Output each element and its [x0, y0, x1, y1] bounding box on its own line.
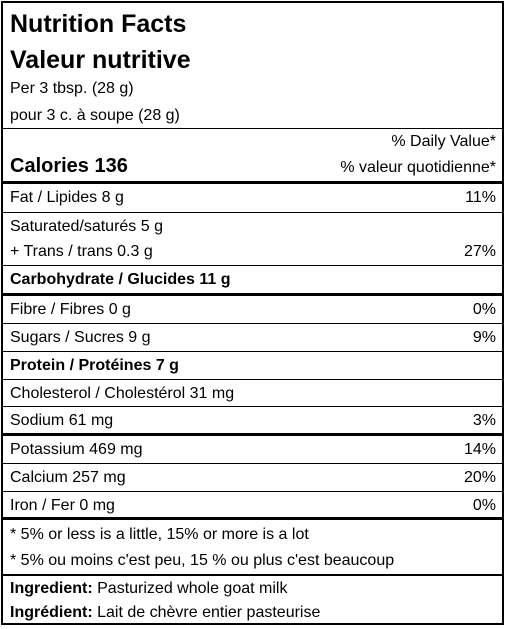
ingredient-fr: Ingrédient: Lait de chèvre entier pasteu…: [10, 603, 320, 623]
nutrient-dv: 9%: [472, 329, 496, 346]
nutrient-row-carbohydrate: Carbohydrate / Glucides 11 g: [3, 266, 502, 294]
nutrient-dv: 0%: [472, 301, 496, 318]
calories: Calories 136: [10, 155, 128, 177]
ingredient-value: Lait de chèvre entier pasteurise: [97, 604, 321, 621]
thick-divider: [3, 433, 502, 436]
divider: [3, 463, 502, 464]
nutrient-dv: 3%: [472, 412, 496, 429]
divider: [3, 212, 502, 213]
nutrient-label: Fat / Lipides 8 g: [10, 189, 124, 206]
nutrient-row-sodium: Sodium 61 mg 3%: [3, 407, 502, 435]
divider: [3, 379, 502, 380]
divider: [3, 491, 502, 492]
nutrient-dv: 27%: [463, 243, 496, 260]
divider: [3, 406, 502, 407]
daily-value-header-en: % Daily Value*: [391, 133, 496, 150]
nutrient-label: Cholesterol / Cholestérol 31 mg: [10, 385, 235, 402]
divider: [3, 351, 502, 352]
serving-size-fr: pour 3 c. à soupe (28 g): [10, 107, 180, 124]
thick-divider: [3, 517, 502, 520]
thick-divider: [3, 293, 502, 296]
nutrient-row-fibre: Fibre / Fibres 0 g 0%: [3, 296, 502, 324]
nutrient-row-potassium: Potassium 469 mg 14%: [3, 436, 502, 464]
serving-size-en: Per 3 tbsp. (28 g): [10, 80, 134, 97]
nutrient-dv: 11%: [465, 189, 496, 206]
nutrient-row-trans: + Trans / trans 0.3 g 27%: [3, 238, 502, 266]
nutrient-row-calcium: Calcium 257 mg 20%: [3, 464, 502, 492]
nutrient-label: Protein / Protéines 7 g: [10, 357, 179, 374]
divider: [3, 574, 502, 576]
title-en: Nutrition Facts: [10, 10, 187, 38]
title-fr: Valeur nutritive: [10, 46, 191, 74]
nutrient-label: Iron / Fer 0 mg: [10, 497, 115, 514]
thick-divider: [3, 181, 502, 184]
nutrient-row-fat: Fat / Lipides 8 g 11%: [3, 184, 502, 212]
footnote-en: * 5% or less is a little, 15% or more is…: [10, 526, 309, 543]
nutrient-dv: 14%: [463, 441, 496, 458]
nutrient-row-sugars: Sugars / Sucres 9 g 9%: [3, 324, 502, 352]
nutrient-label: + Trans / trans 0.3 g: [10, 243, 153, 260]
nutrient-dv: 0%: [472, 497, 496, 514]
divider: [3, 128, 502, 129]
daily-value-header-fr: % valeur quotidienne*: [340, 159, 496, 176]
nutrient-label: Potassium 469 mg: [10, 441, 143, 458]
nutrient-row-protein: Protein / Protéines 7 g: [3, 352, 502, 380]
footnote-fr: * 5% ou moins c'est peu, 15 % ou plus c'…: [10, 552, 395, 569]
nutrient-row-cholesterol: Cholesterol / Cholestérol 31 mg: [3, 380, 502, 408]
nutrient-label: Fibre / Fibres 0 g: [10, 301, 131, 318]
ingredient-label: Ingredient:: [10, 580, 93, 597]
ingredient-value: Pasturized whole goat milk: [97, 580, 288, 597]
ingredient-label: Ingrédient:: [10, 604, 93, 621]
nutrient-label: Carbohydrate / Glucides 11 g: [10, 271, 231, 288]
nutrient-dv: 20%: [463, 469, 496, 486]
nutrient-label: Calcium 257 mg: [10, 469, 126, 486]
nutrient-row-saturated: Saturated/saturés 5 g: [3, 213, 502, 241]
nutrient-row-iron: Iron / Fer 0 mg 0%: [3, 492, 502, 520]
divider: [3, 323, 502, 324]
nutrient-label: Saturated/saturés 5 g: [10, 218, 163, 235]
nutrient-label: Sugars / Sucres 9 g: [10, 329, 151, 346]
divider: [3, 265, 502, 266]
nutrient-label: Sodium 61 mg: [10, 412, 114, 429]
ingredient-en: Ingredient: Pasturized whole goat milk: [10, 579, 287, 599]
